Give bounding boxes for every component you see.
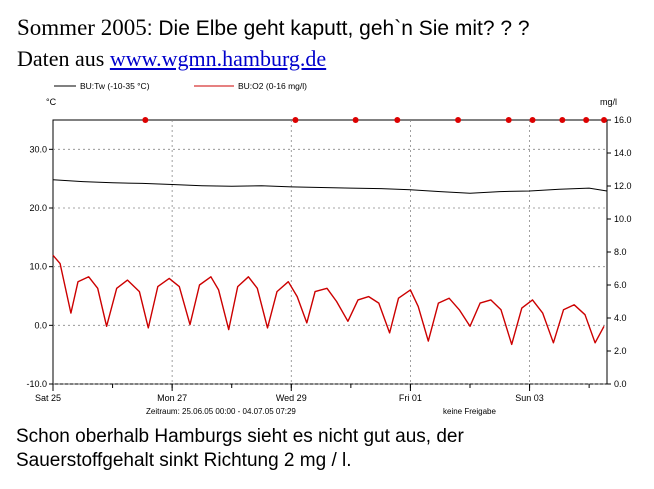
o2-marker (505, 117, 512, 123)
period-label: Zeitraum: 25.06.05 00:00 - 04.07.05 07:2… (146, 407, 296, 416)
x-tick-label: Sun 03 (515, 393, 544, 403)
status-label: keine Freigabe (443, 407, 496, 416)
right-tick-label: 14.0 (614, 148, 632, 158)
x-tick-label: Mon 27 (157, 393, 187, 403)
caption-line-2: Sauerstoffgehalt sinkt Richtung 2 mg / l… (16, 450, 352, 471)
o2-marker (455, 117, 462, 123)
o2-marker (529, 117, 536, 123)
left-axis: 30.0 20.0 10.0 0.0 -10.0 (26, 144, 53, 389)
oxygen-temperature-chart: BU:Tw (-10-35 °C) BU:O2 (0-16 mg/l) °C m… (26, 81, 632, 416)
temperature-line (52, 179, 608, 194)
o2-marker (583, 117, 590, 123)
right-axis: 16.0 14.0 12.0 10.0 8.0 6.0 4.0 2.0 0.0 (607, 115, 632, 389)
title-year: Sommer 2005 (17, 15, 147, 40)
left-tick-label: 20.0 (29, 203, 47, 213)
left-tick-label: -10.0 (26, 379, 47, 389)
left-tick-label: 10.0 (29, 262, 47, 272)
legend-o2-label: BU:O2 (0-16 mg/l) (238, 81, 307, 91)
page-title: Sommer 2005: Die Elbe geht kaputt, geh`n… (17, 16, 530, 39)
title-text: : Die Elbe geht kaputt, geh`n Sie mit? ?… (146, 17, 530, 40)
data-source: Daten aus www.wgmn.hamburg.de (17, 48, 326, 70)
o2-marker (601, 117, 608, 123)
legend-tw-label: BU:Tw (-10-35 °C) (80, 81, 150, 91)
x-tick-label: Fri 01 (399, 393, 422, 403)
left-axis-unit: °C (46, 97, 57, 107)
right-tick-label: 0.0 (614, 379, 627, 389)
x-tick-label: Sat 25 (35, 393, 61, 403)
source-prefix: Daten aus (17, 46, 110, 71)
right-tick-label: 4.0 (614, 313, 627, 323)
o2-marker (142, 117, 149, 123)
o2-markers (142, 117, 608, 123)
left-tick-label: 0.0 (34, 320, 47, 330)
o2-marker (559, 117, 566, 123)
x-tick-label: Wed 29 (276, 393, 307, 403)
o2-marker (352, 117, 359, 123)
legend: BU:Tw (-10-35 °C) BU:O2 (0-16 mg/l) (54, 81, 307, 91)
plot-area (52, 119, 608, 385)
left-tick-label: 30.0 (29, 144, 47, 154)
right-tick-label: 10.0 (614, 214, 632, 224)
right-tick-label: 12.0 (614, 181, 632, 191)
source-link[interactable]: www.wgmn.hamburg.de (109, 46, 327, 71)
right-axis-unit: mg/l (600, 97, 617, 107)
oxygen-line (52, 254, 605, 346)
caption-line-1: Schon oberhalb Hamburgs sieht es nicht g… (16, 426, 464, 447)
right-tick-label: 16.0 (614, 115, 632, 125)
o2-marker (394, 117, 401, 123)
right-tick-label: 6.0 (614, 280, 627, 290)
right-tick-label: 2.0 (614, 346, 627, 356)
caption: Schon oberhalb Hamburgs sieht es nicht g… (16, 425, 464, 473)
right-tick-label: 8.0 (614, 247, 627, 257)
grid (53, 120, 607, 385)
x-axis: Sat 25 Mon 27 Wed 29 Fri 01 Sun 03 (35, 384, 590, 403)
o2-marker (292, 117, 299, 123)
